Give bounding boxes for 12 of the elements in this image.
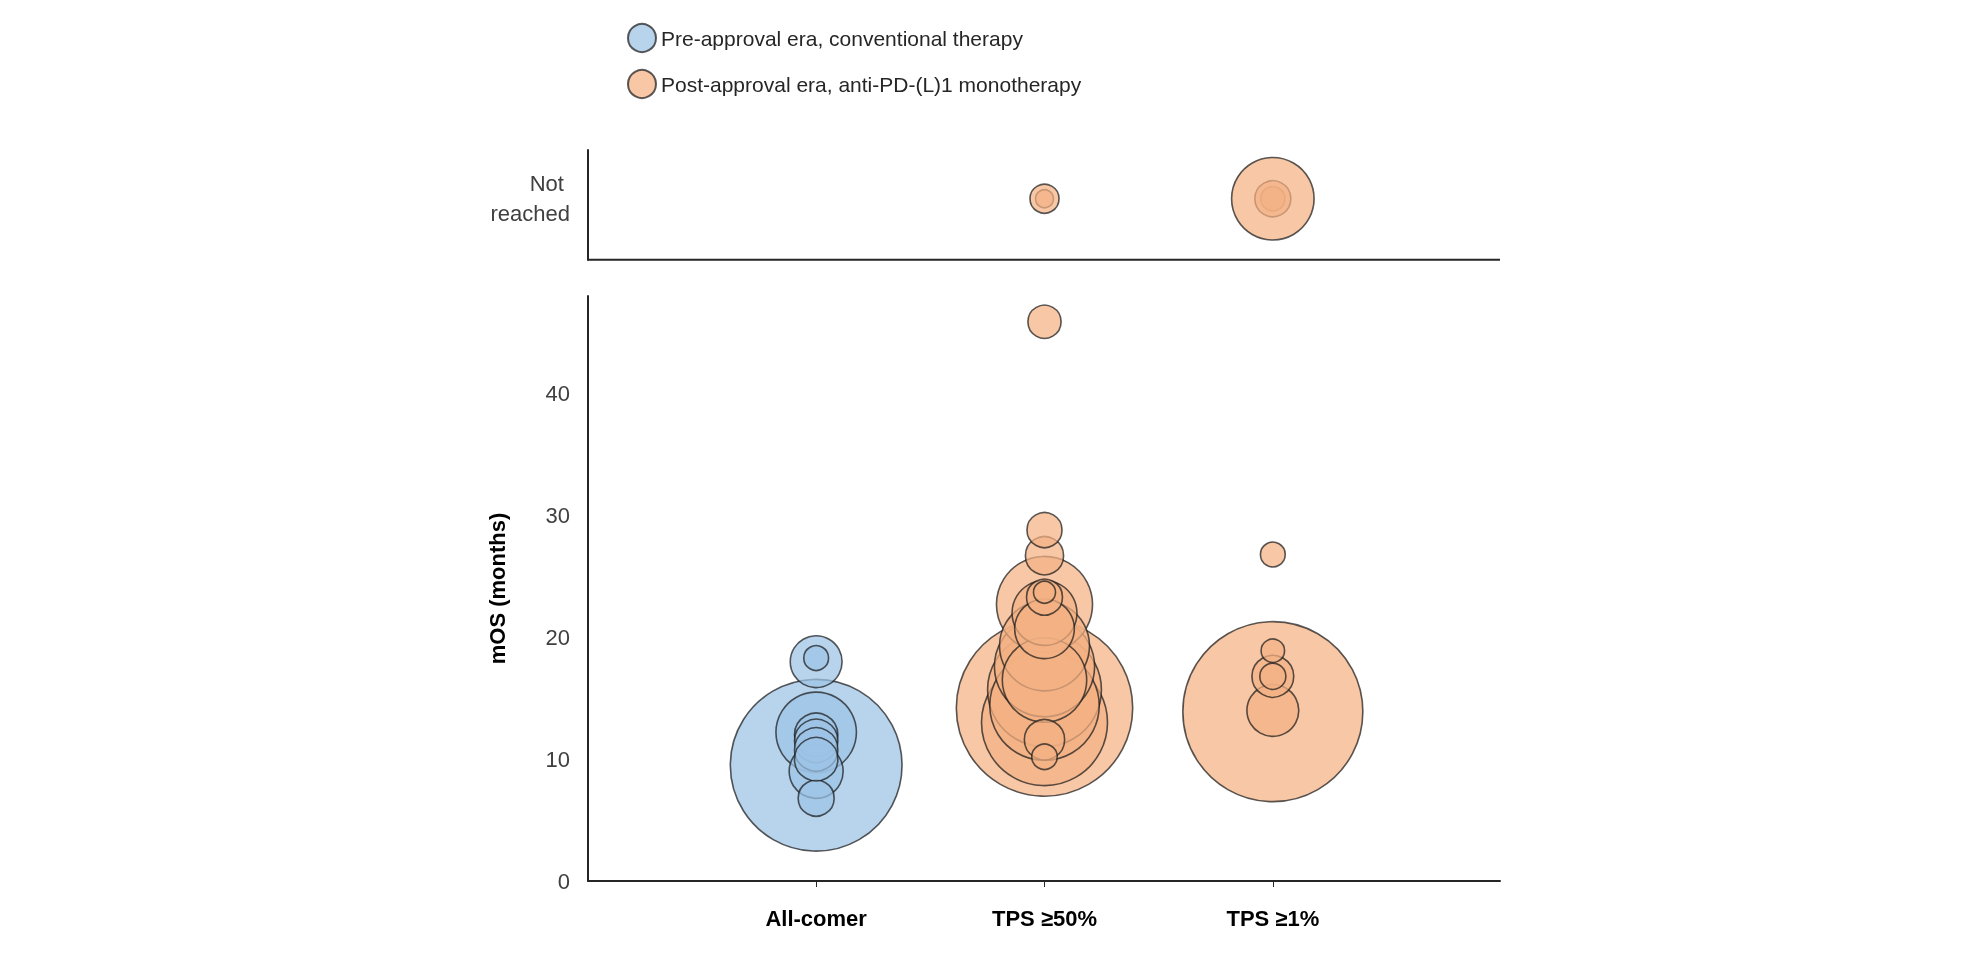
x-tick-label: All-comer	[765, 905, 868, 931]
y-axis-title: mOS (months)	[484, 512, 510, 665]
legend-label: Pre-approval era, conventional therapy	[661, 26, 1024, 50]
y-tick-label: 0	[557, 868, 570, 894]
x-tick-label: TPS ≥1%	[1226, 905, 1320, 931]
y-tick-label: 30	[545, 503, 570, 528]
x-tick-label: TPS ≥50%	[991, 905, 1098, 931]
y-tick-label: 10	[545, 746, 570, 772]
legend-label: Post-approval era, anti-PD-(L)1 monotherapy	[661, 72, 1082, 96]
y-tick-label: Not reached	[490, 171, 570, 227]
y-tick-label: 40	[545, 381, 570, 407]
y-tick-label: 20	[545, 624, 570, 650]
